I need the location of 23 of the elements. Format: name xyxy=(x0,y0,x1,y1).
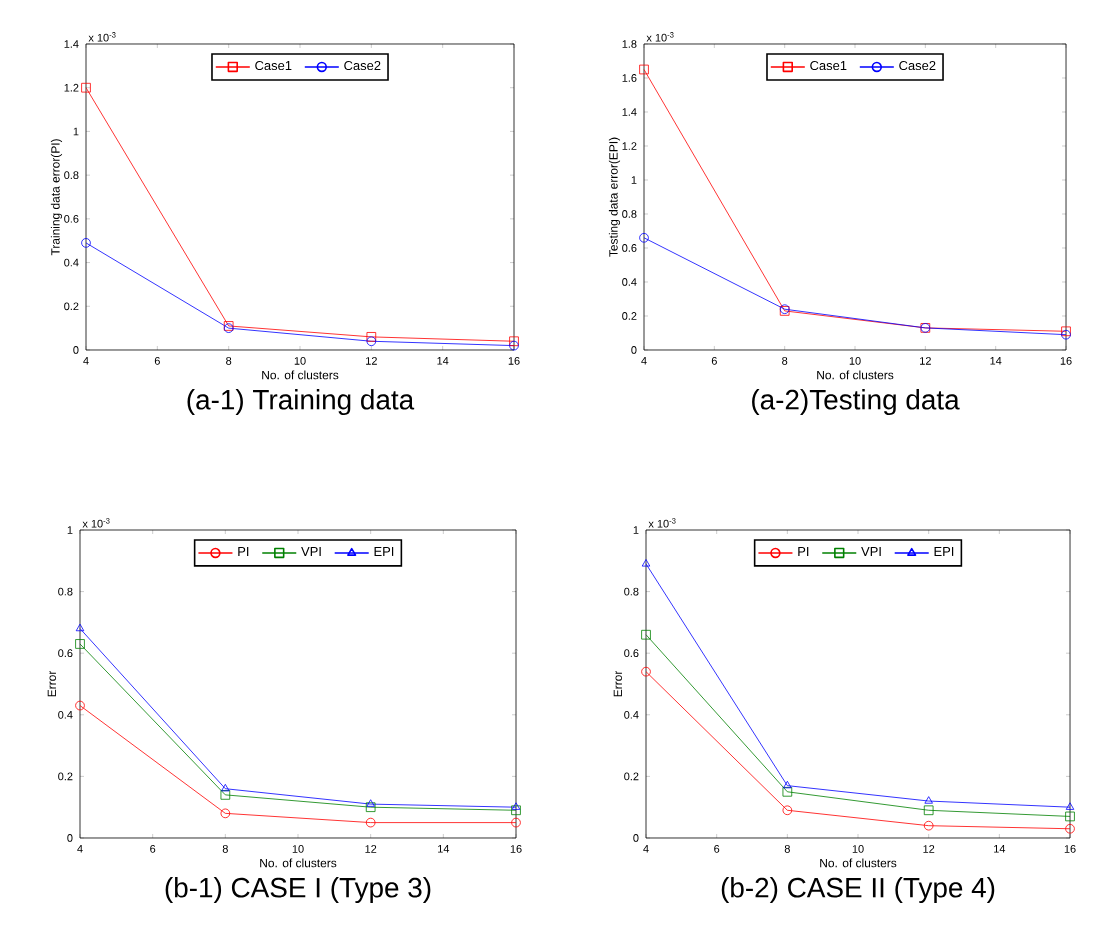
point xyxy=(783,780,792,789)
point xyxy=(221,783,230,792)
point xyxy=(782,787,793,797)
point xyxy=(75,639,85,649)
text: (b-2) CASE II (Type 4) xyxy=(721,877,995,904)
point xyxy=(366,336,377,347)
point xyxy=(1065,811,1075,822)
point xyxy=(365,817,376,828)
point xyxy=(641,629,651,640)
point xyxy=(365,802,376,812)
text: (a-1) Training data xyxy=(187,389,415,416)
point xyxy=(924,796,933,804)
text: (b-1) CASE I (Type 3) xyxy=(165,877,431,904)
point xyxy=(220,808,231,819)
point xyxy=(782,805,793,816)
point xyxy=(81,82,91,93)
point xyxy=(923,820,934,831)
point xyxy=(366,799,375,807)
point xyxy=(639,64,649,75)
point xyxy=(923,805,934,816)
point xyxy=(220,790,231,800)
point xyxy=(366,332,377,342)
text: (a-2)Testing data xyxy=(752,389,960,416)
